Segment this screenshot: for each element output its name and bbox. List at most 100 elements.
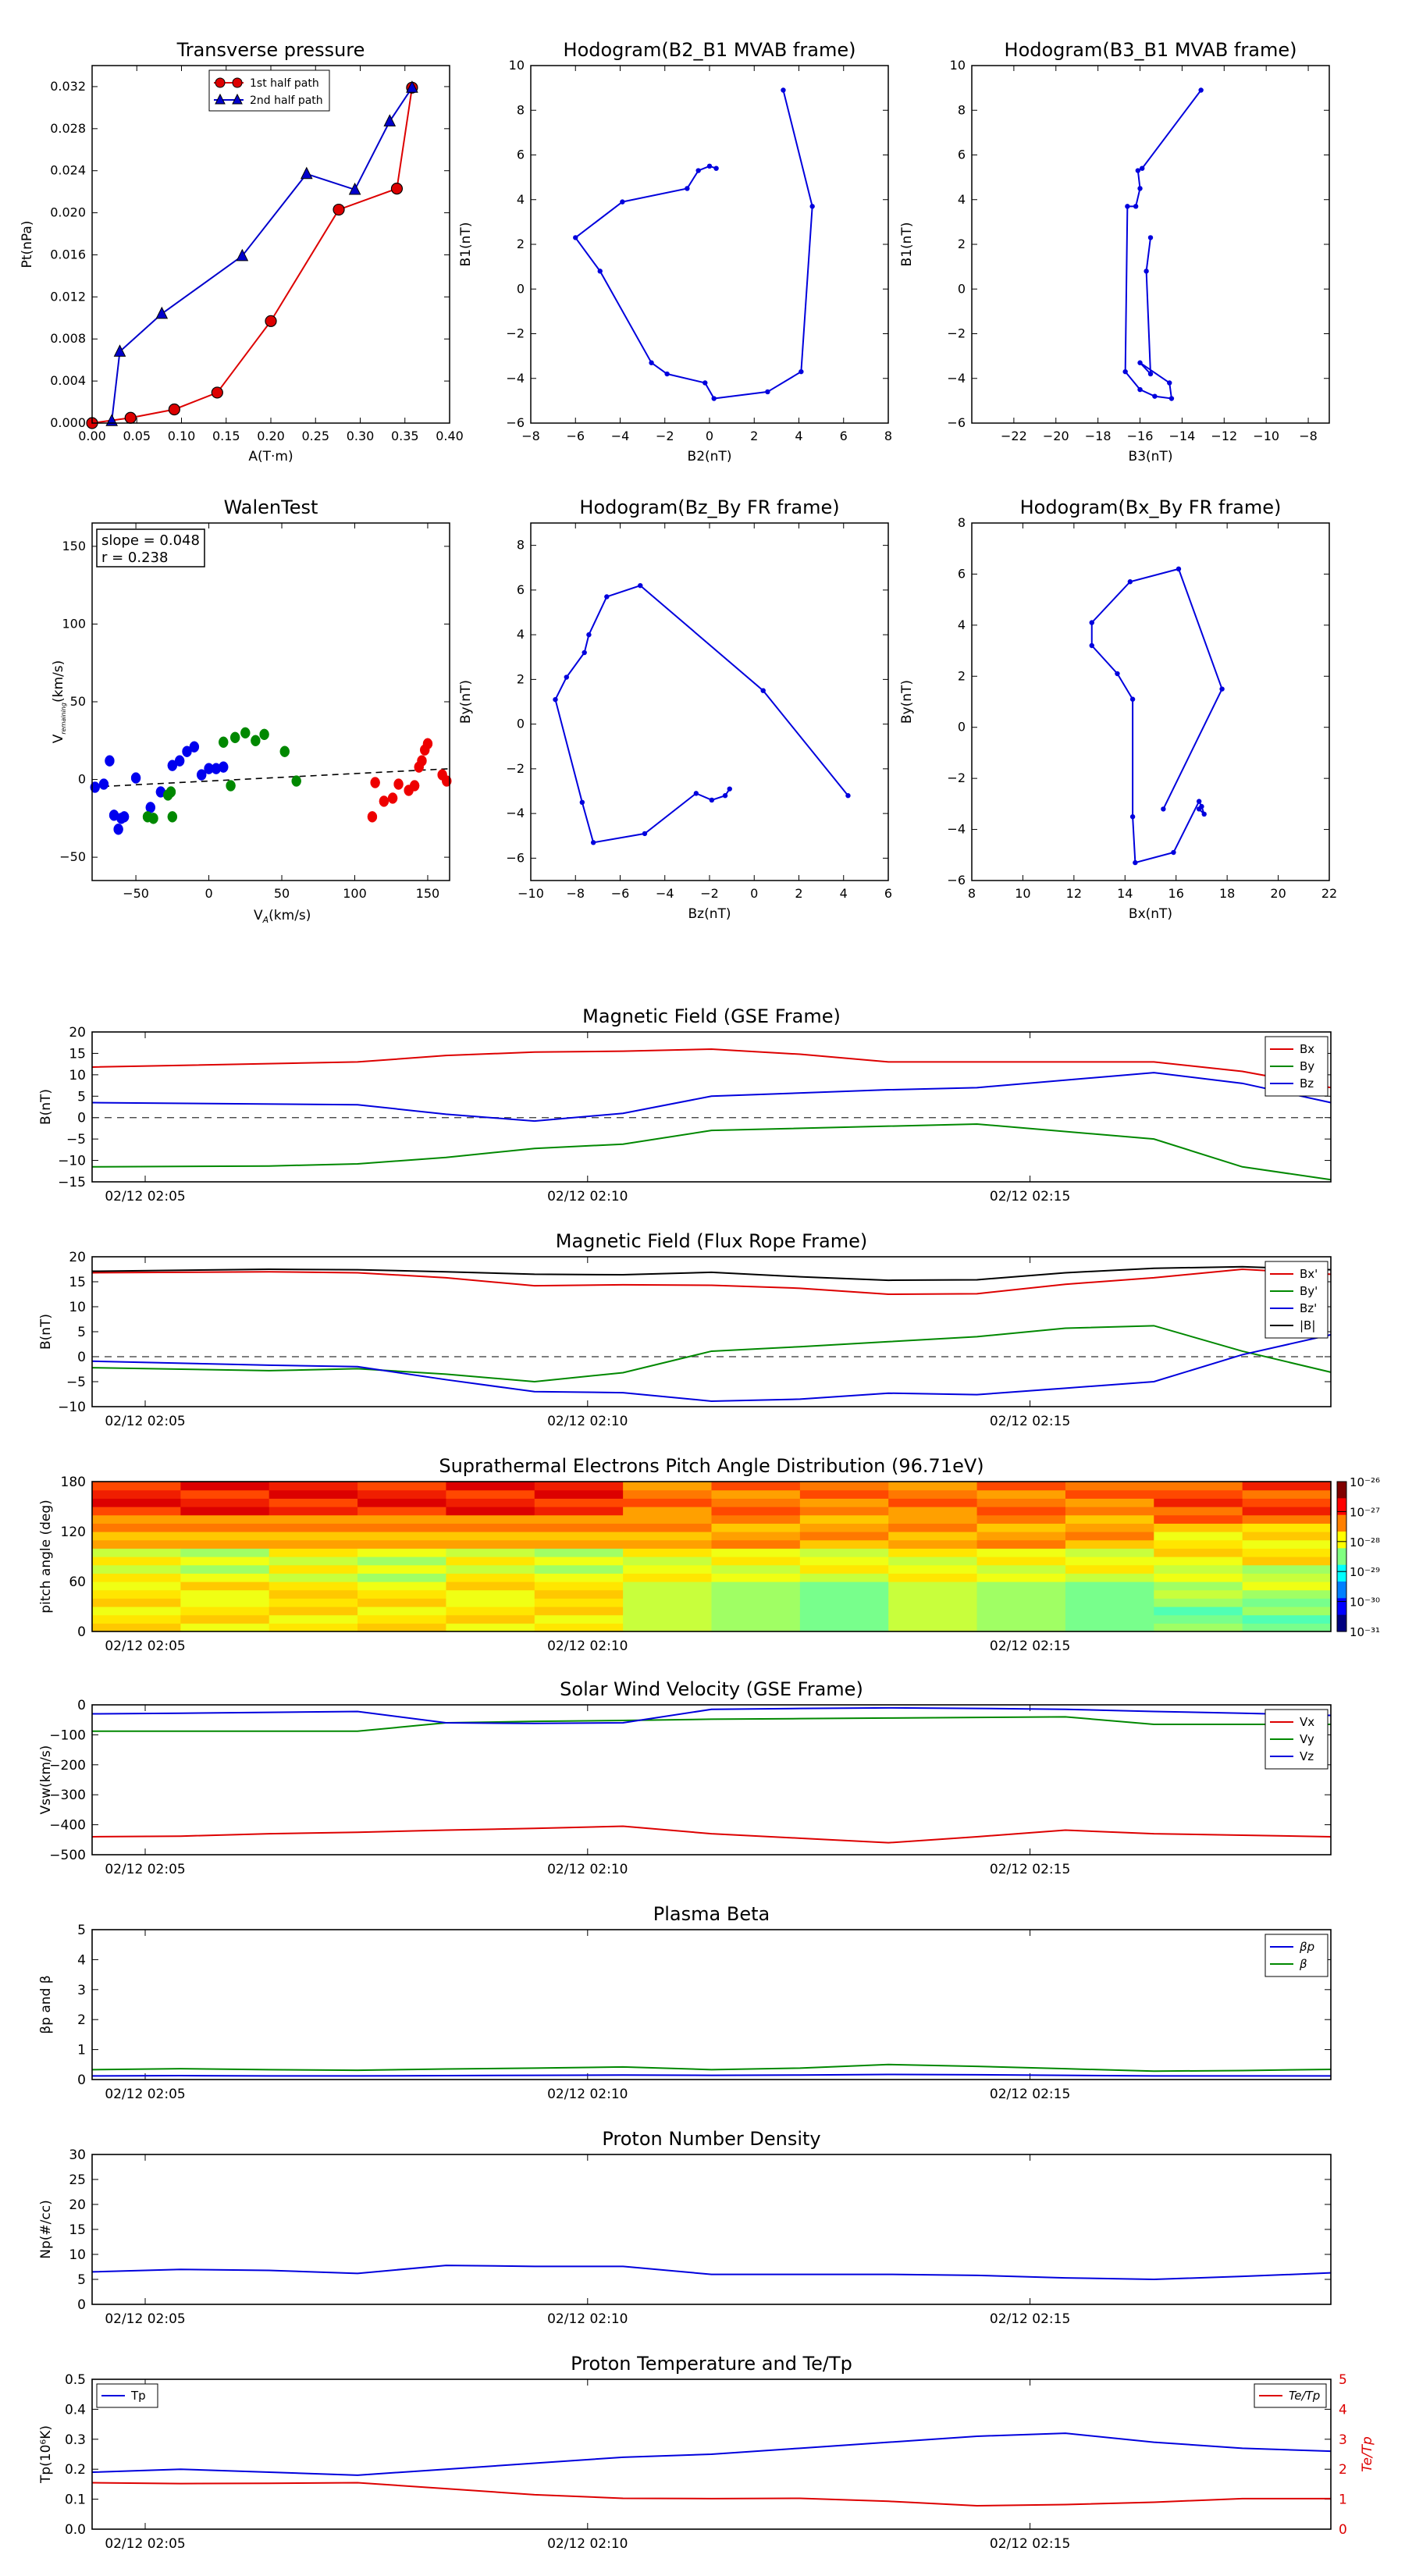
heatmap-cell [269,1498,358,1507]
x-tick-label: 02/12 02:15 [990,1638,1070,1654]
heatmap-cell [446,1507,535,1516]
data-point [713,165,719,171]
legend-box [1264,1261,1329,1339]
colorbar-segment [1337,1614,1346,1632]
y-tick-label: 2 [77,2012,86,2028]
panel-h3: Hodogram(Bz_By FR frame) −10 −8 −6 −4 −2 0 2 4 6 −… [458,496,892,922]
heatmap-cell [888,1489,978,1499]
data-point [279,745,290,757]
heatmap-cell [1242,1589,1332,1599]
heatmap-cell [534,1614,624,1624]
y-tick-label: 0.008 [50,331,86,346]
heatmap-cell [446,1557,535,1566]
heatmap-cell [446,1532,535,1541]
x-tick-label: −8 [566,886,585,901]
heatmap-cell [888,1498,978,1507]
heatmap-cell [446,1514,535,1524]
heatmap-cell [799,1498,889,1507]
heatmap-cell [446,1623,535,1632]
heatmap-cell [357,1564,447,1574]
x-tick-label: −16 [1127,429,1154,443]
heatmap-cell [1154,1539,1243,1549]
colorbar-label: 10⁻²⁷ [1350,1505,1380,1519]
panel-title: WalenTest [224,496,318,518]
heatmap-cell [534,1523,624,1532]
heatmap-cell [180,1589,270,1599]
x-tick-label: 6 [884,886,892,901]
data-point [333,203,345,216]
y-tick-label: −200 [49,1758,86,1774]
legend-label: Te/Tp [1289,2389,1320,2403]
legend-label: By' [1300,1284,1318,1298]
series-line [111,87,413,422]
legend-label: βp [1299,1940,1314,1954]
series-line-Np [91,2265,1332,2281]
heatmap-cell [799,1573,889,1582]
data-point [1171,849,1176,856]
axes-frame [91,1481,1332,1632]
x-tick-label: 8 [968,886,976,901]
data-point [573,235,578,240]
heatmap-cell [534,1606,624,1616]
y-tick-label: −4 [947,822,966,837]
heatmap-cell [446,1589,535,1599]
series-line [91,87,413,424]
heatmap-cell [92,1507,181,1516]
y-tick-label: −100 [49,1727,86,1743]
series-line-By [91,1123,1332,1181]
series-line-By' [91,1325,1332,1383]
y-tick-label: 0 [517,281,525,296]
y-tick-label: 10 [69,2247,86,2263]
heatmap-cell [446,1489,535,1499]
y-tick-label: 150 [62,539,86,553]
y-tick-label: 10 [509,58,525,73]
data-point [1152,393,1158,399]
panel-title: Proton Temperature and Te/Tp [571,2353,852,2375]
y-tick-label: 4 [958,192,966,207]
colorbar-segment [1337,1482,1346,1499]
legend-label: Vy [1300,1732,1314,1746]
heatmap-cell [888,1557,978,1566]
heatmap-cell [534,1573,624,1582]
heatmap-cell [180,1489,270,1499]
data-point [291,775,301,787]
y-tick-label: −2 [506,761,525,776]
heatmap-cell [1154,1598,1243,1607]
heatmap-cell [1242,1498,1332,1507]
y-tick-label: 15 [69,1046,86,1062]
heatmap-cell [711,1498,801,1507]
annotation-text: slope = 0.048 [101,532,200,549]
x-tick-label: 0.10 [168,429,196,443]
y-tick-label: −4 [947,371,966,386]
heatmap-cell [799,1557,889,1566]
colorbar-segment [1337,1498,1346,1516]
heatmap-cell [180,1523,270,1532]
data-point [1129,814,1136,820]
y-tick-label: 0.024 [50,163,86,178]
heatmap-cell [1065,1573,1154,1582]
y-tick-label: −6 [947,873,966,888]
data-point [1219,686,1225,692]
heatmap-cell [446,1482,535,1491]
heatmap-cell [976,1532,1066,1541]
panel-h2: Hodogram(B3_B1 MVAB frame)−22 −20 −18 −16 −1… [899,39,1330,464]
heatmap-cell [1065,1507,1154,1516]
heatmap-cell [180,1623,270,1632]
panel-title: Suprathermal Electrons Pitch Angle Distr… [439,1455,984,1477]
data-point [417,755,427,767]
series-line-Bz [91,1072,1332,1123]
series-line-β [91,2063,1332,2073]
y-tick-label: 0 [77,2297,86,2313]
heatmap-cell [92,1598,181,1607]
heatmap-cell [623,1606,713,1616]
data-point [1147,371,1154,377]
series-line-βp [91,2073,1331,2077]
y-tick-label: 4 [77,1952,86,1968]
x-axis-label: Bx(nT) [1129,906,1172,922]
x-tick-label: −14 [1169,429,1196,443]
y-tick-label: 180 [61,1475,86,1490]
y-tick-label: 6 [517,148,525,162]
y-tick-label: 60 [69,1574,86,1590]
y-tick-label: −500 [49,1848,86,1863]
heatmap-cell [269,1489,358,1499]
